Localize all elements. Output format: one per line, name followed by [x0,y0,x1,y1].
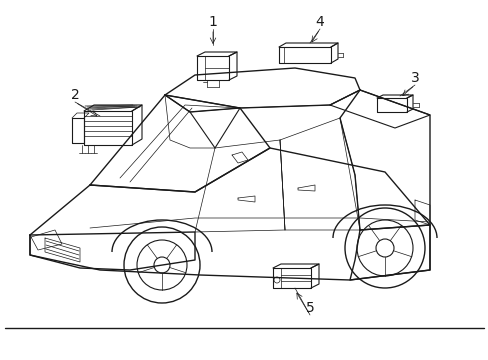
Text: 1: 1 [208,15,217,29]
Text: 3: 3 [410,71,419,85]
Text: 5: 5 [305,301,314,315]
Text: 2: 2 [70,88,79,102]
Text: 4: 4 [315,15,324,29]
